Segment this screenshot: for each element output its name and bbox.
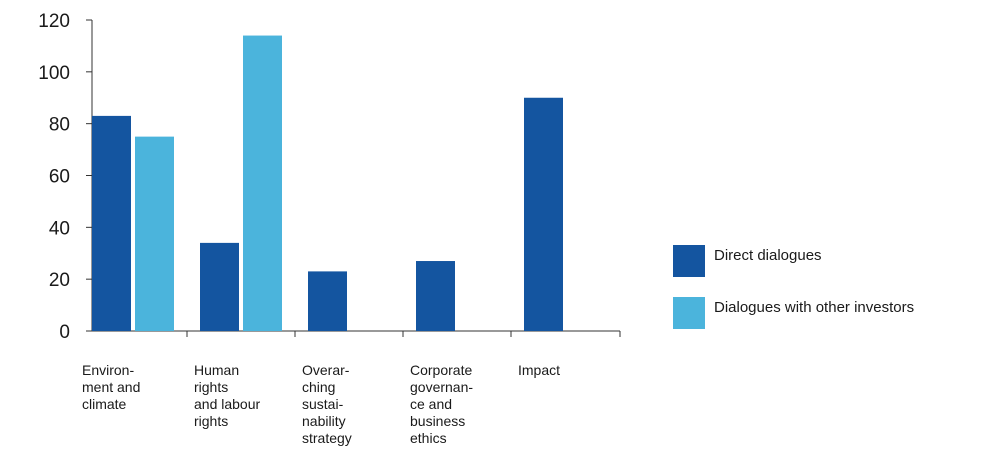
category-label-line: and labour — [194, 396, 261, 412]
category-label-line: Human — [194, 362, 239, 378]
category-label: Overar-ching sustai-nability strategy — [302, 362, 352, 446]
category-label-line: climate — [82, 396, 127, 412]
category-label: Human rights and labour rights — [194, 362, 261, 429]
category-label-line: Corporate — [410, 362, 472, 378]
category-label-line: sustai- — [302, 396, 344, 412]
category-label: Impact — [518, 362, 560, 378]
legend: Direct dialogues Dialogues with other inv… — [673, 245, 914, 329]
category-label: Corporate governan-ce and business ethics — [410, 362, 473, 446]
bar-direct-dialogues-3 — [416, 261, 455, 331]
legend-swatch — [673, 297, 705, 329]
legend-label: Dialogues with other investors — [714, 299, 914, 316]
category-label-line: rights — [194, 413, 228, 429]
x-axis — [92, 330, 621, 337]
category-label-line: nability — [302, 413, 346, 429]
bar-other-investors-0 — [135, 136, 174, 331]
bar-other-investors-1 — [243, 35, 282, 332]
y-axis: 0 20 40 60 80 100 120 — [38, 11, 93, 343]
category-label-line: rights — [194, 379, 228, 395]
y-tick-label: 60 — [49, 167, 70, 188]
y-tick-label: 20 — [49, 270, 70, 291]
bar-direct-dialogues-2 — [308, 271, 347, 331]
y-tick-label: 120 — [38, 11, 70, 32]
category-label-line: ethics — [410, 430, 447, 446]
y-tick-label: 40 — [49, 218, 70, 239]
legend-label: Direct dialogues — [714, 247, 822, 264]
bar-direct-dialogues-0 — [92, 115, 131, 332]
category-label-line: ce and — [410, 396, 452, 412]
category-label-line: Impact — [518, 362, 560, 378]
y-tick-label: 0 — [59, 322, 70, 343]
category-label-line: ching — [302, 379, 335, 395]
y-tick-label: 100 — [38, 63, 70, 84]
legend-swatch — [673, 245, 705, 277]
category-label-line: business — [410, 413, 465, 429]
category-label-line: strategy — [302, 430, 352, 446]
bars — [92, 35, 563, 332]
category-label-line: governan- — [410, 379, 473, 395]
y-tick-label: 80 — [49, 115, 70, 136]
category-label: Environ-ment and climate — [82, 362, 140, 412]
category-label-line: Overar- — [302, 362, 350, 378]
bar-direct-dialogues-4 — [524, 97, 563, 331]
category-label-line: ment and — [82, 379, 140, 395]
bar-direct-dialogues-1 — [200, 242, 239, 331]
category-label-line: Environ- — [82, 362, 134, 378]
